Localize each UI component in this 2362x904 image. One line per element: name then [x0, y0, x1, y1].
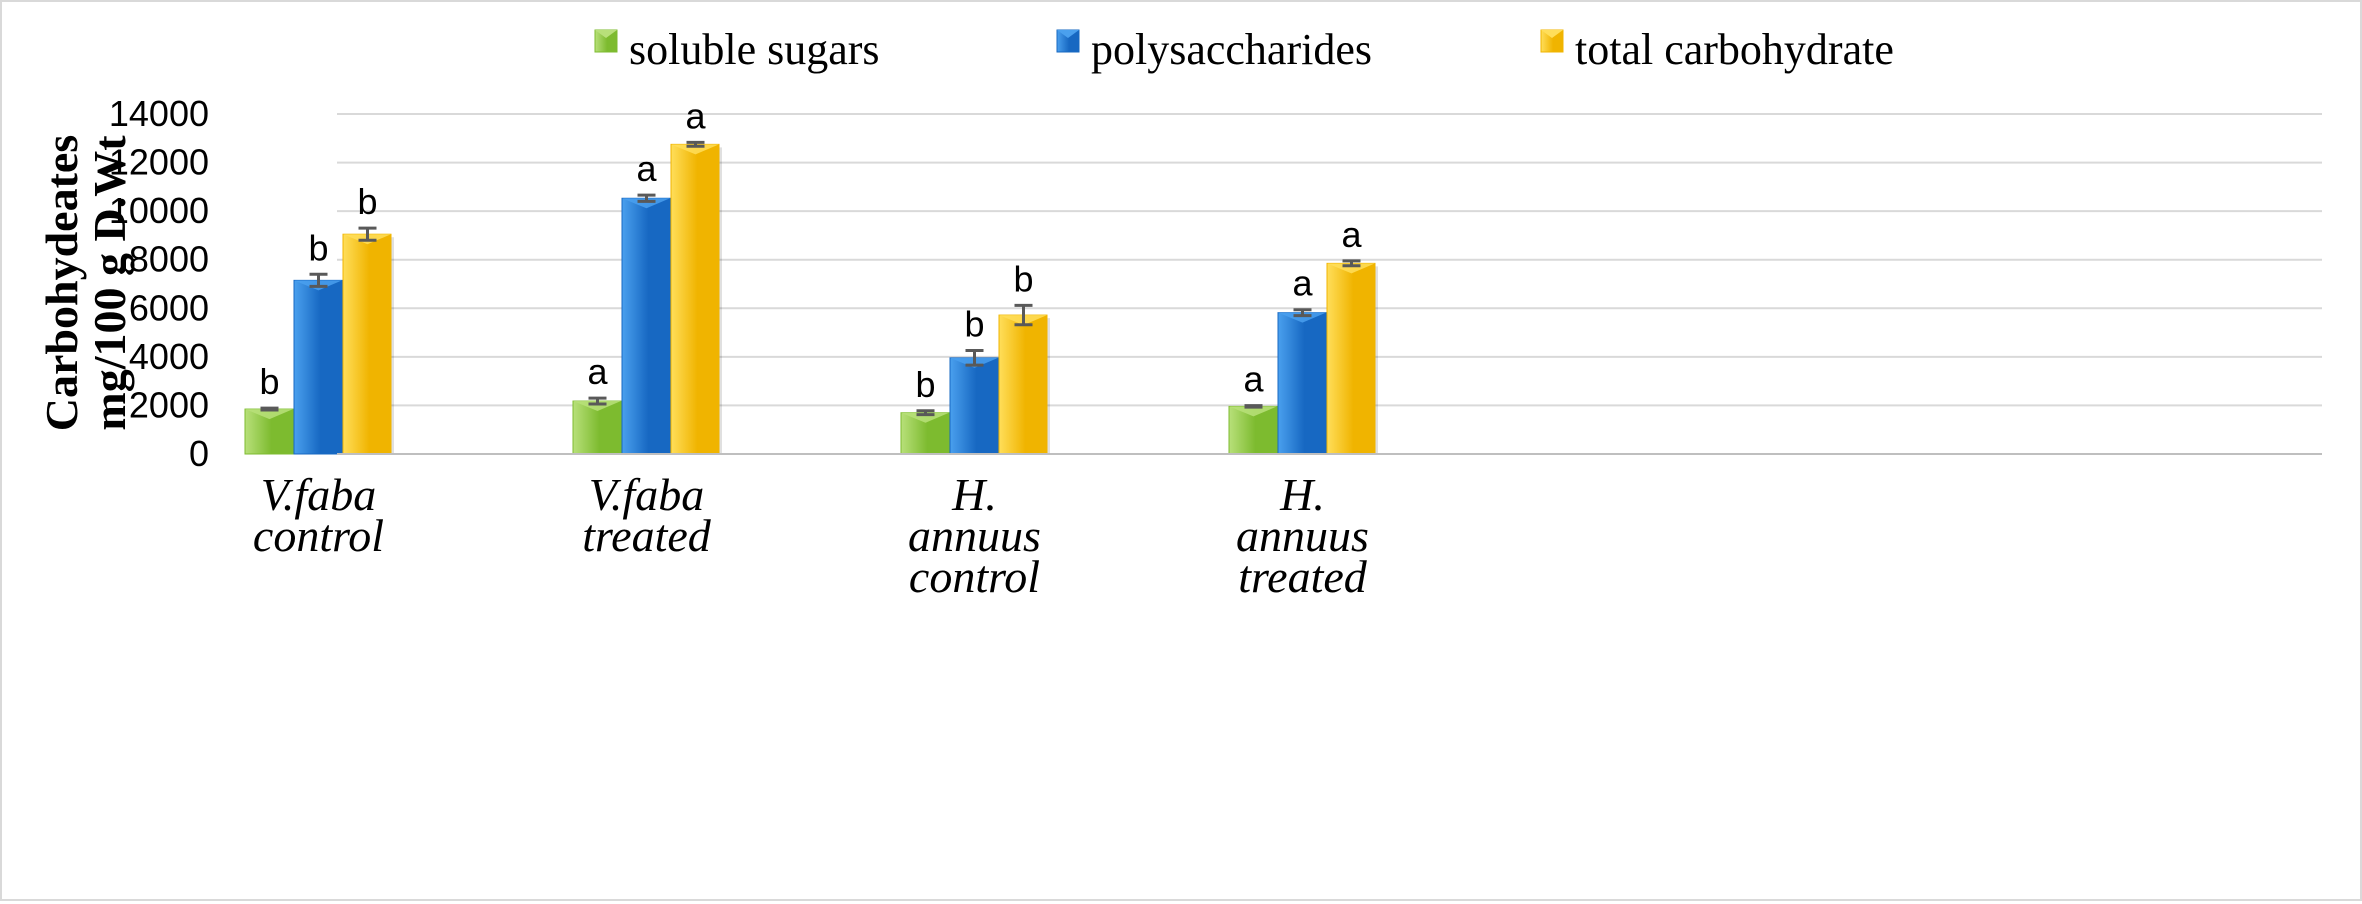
bar-total-carbohydrate	[998, 314, 1048, 455]
category-label-line: control	[253, 510, 384, 561]
y-tick-label: 2000	[129, 384, 209, 425]
y-axis-label: Carbohydeatesmg/100 g D.Wt	[36, 135, 135, 431]
bar-soluble-sugars	[572, 400, 622, 455]
category-label-line: V.faba	[261, 469, 376, 520]
y-axis-title: Carbohydeatesmg/100 g D.Wt	[36, 135, 135, 431]
legend-label: polysaccharides	[1091, 25, 1372, 74]
bar-bevel	[671, 144, 719, 155]
category-label-line: annuus	[1236, 510, 1369, 561]
bar-polysaccharides	[949, 357, 999, 455]
legend-swatch-bevel	[1057, 30, 1079, 38]
significance-label: a	[587, 351, 608, 392]
bar-bevel	[573, 401, 621, 412]
category-label-line: H.	[1279, 469, 1325, 520]
legend-swatch-bevel	[595, 30, 617, 38]
bar-polysaccharides	[293, 279, 343, 455]
y-tick-label: 12000	[109, 142, 209, 183]
bar-bevel	[1278, 312, 1326, 323]
error-bars	[260, 140, 1361, 417]
legend: soluble sugars polysaccharides total carbo…	[594, 25, 1894, 74]
category-label: H. annuus treated	[1236, 469, 1369, 602]
y-axis-title-line: mg/100 g D.Wt	[84, 135, 135, 431]
bar-total-carbohydrate	[670, 143, 720, 455]
bar-bevel	[1229, 406, 1277, 417]
y-tick-label: 10000	[109, 190, 209, 231]
bar-total-carbohydrate	[342, 233, 392, 455]
significance-label: a	[1292, 263, 1313, 304]
legend-label: soluble sugars	[629, 25, 880, 74]
significance-label: b	[964, 304, 984, 345]
bar-polysaccharides	[1277, 312, 1327, 455]
bar-polysaccharides	[621, 197, 671, 455]
significance-label: b	[915, 364, 935, 405]
category-label: V.faba control	[253, 469, 384, 561]
bar-bevel	[245, 409, 293, 420]
legend-swatch-bevel	[1541, 30, 1563, 38]
y-tick-label: 4000	[129, 336, 209, 377]
category-label: H. annuus control	[908, 469, 1041, 602]
significance-label: a	[636, 148, 657, 189]
significance-label: b	[1013, 258, 1033, 299]
category-label-line: V.faba	[589, 469, 704, 520]
category-label-line: annuus	[908, 510, 1041, 561]
bar-total-carbohydrate	[1326, 262, 1376, 455]
legend-label: total carbohydrate	[1575, 25, 1894, 74]
y-axis-ticks: 0 2000 4000 6000 8000 10000 12000 14000	[109, 93, 209, 474]
significance-label: a	[1243, 359, 1264, 400]
category-label-line: treated	[582, 510, 712, 561]
y-axis-title-line: Carbohydeates	[36, 135, 87, 431]
bar-bevel	[622, 198, 670, 209]
bar-bevel	[901, 412, 949, 423]
y-tick-label: 14000	[109, 93, 209, 134]
category-label-line: H.	[951, 469, 997, 520]
category-label-line: control	[909, 551, 1040, 602]
significance-label: b	[259, 361, 279, 402]
bars	[244, 143, 1378, 455]
category-label: V.faba treated	[582, 469, 712, 561]
significance-label: a	[685, 95, 706, 136]
significance-label: a	[1341, 214, 1362, 255]
y-tick-label: 8000	[129, 239, 209, 280]
significance-label: b	[357, 181, 377, 222]
category-label-line: treated	[1238, 551, 1368, 602]
y-tick-label: 0	[189, 433, 209, 474]
bar-bevel	[1327, 263, 1375, 274]
y-tick-label: 6000	[129, 287, 209, 328]
significance-label: b	[308, 227, 328, 268]
